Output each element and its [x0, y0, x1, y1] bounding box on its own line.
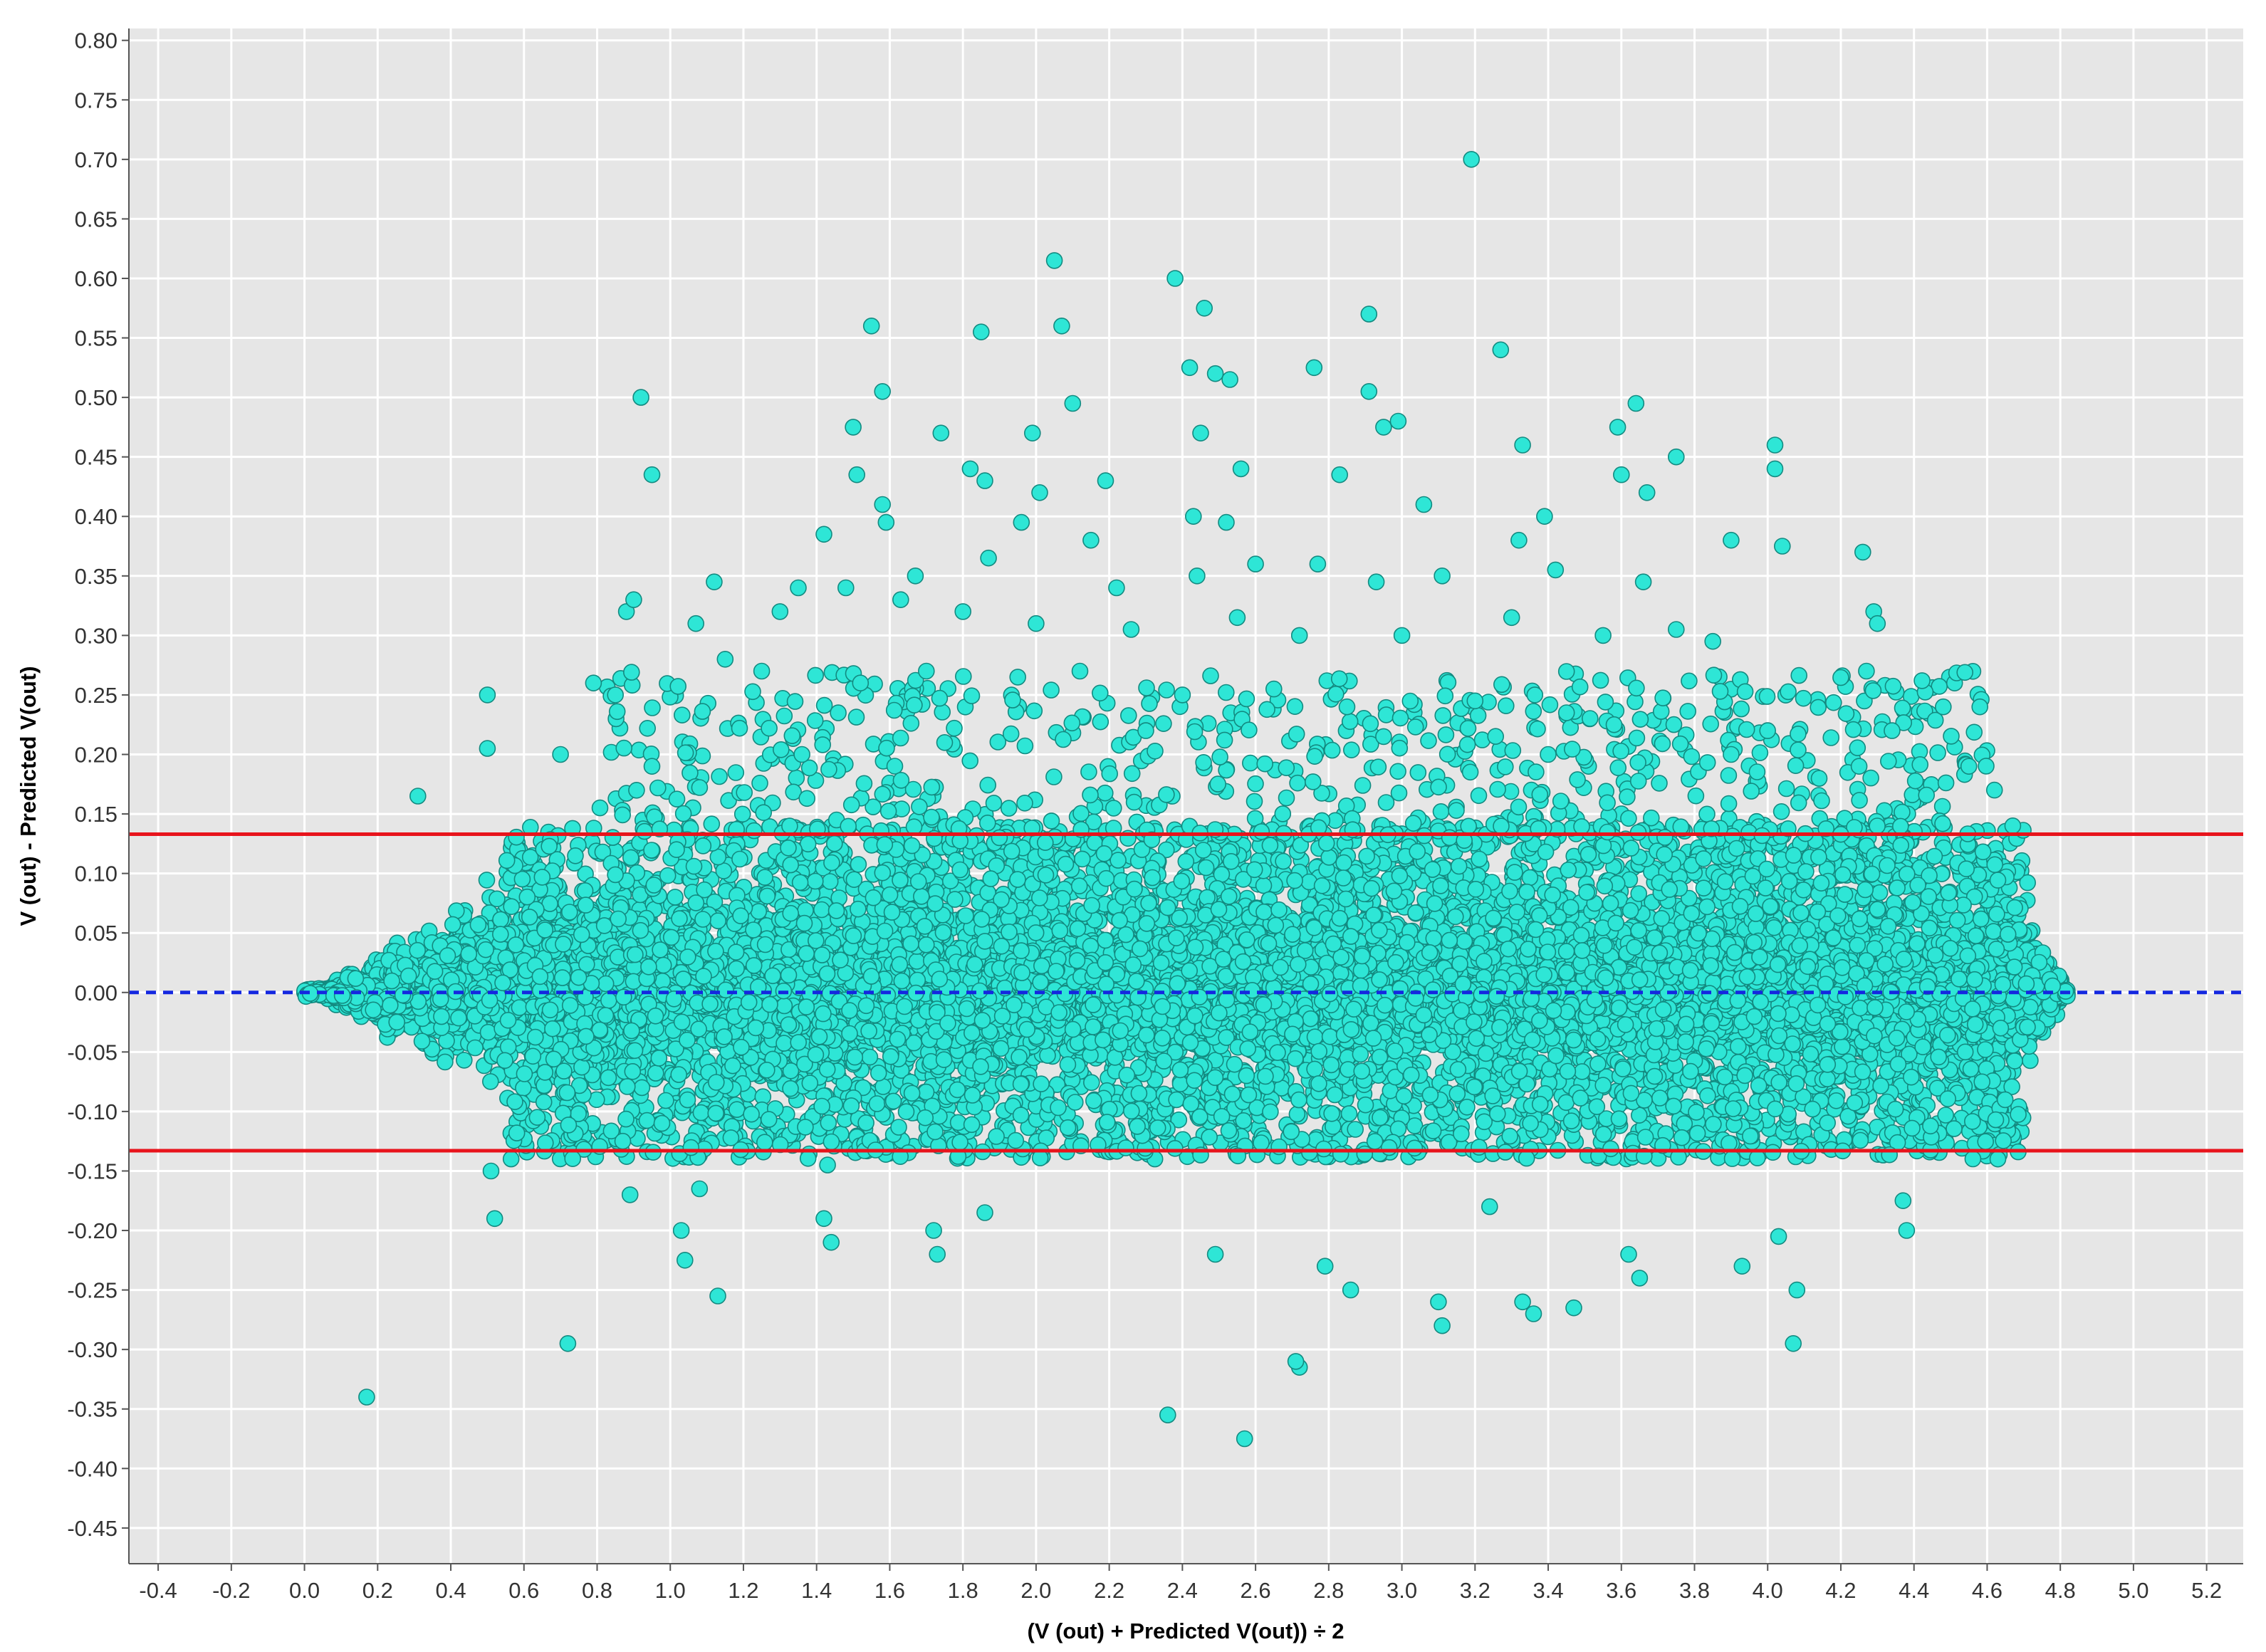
data-point: [1582, 710, 1599, 727]
data-point: [1092, 713, 1109, 731]
data-point: [1016, 795, 1033, 812]
grid: [129, 28, 2243, 1564]
data-point: [886, 758, 904, 775]
data-point: [1681, 672, 1698, 690]
data-point: [1242, 754, 1259, 772]
data-point: [1072, 805, 1090, 822]
data-point: [1045, 768, 1062, 785]
data-point: [1439, 674, 1457, 691]
scatter-points: [296, 151, 2076, 1448]
data-point: [788, 769, 805, 787]
data-point: [1432, 803, 1450, 820]
data-point: [1654, 735, 1671, 753]
data-point: [847, 709, 865, 726]
data-point: [1391, 739, 1409, 757]
data-point: [1541, 696, 1559, 713]
data-point: [1911, 756, 1928, 773]
data-point: [703, 815, 721, 832]
data-point: [1683, 748, 1701, 765]
data-point: [1437, 726, 1455, 743]
data-point: [1278, 759, 1295, 776]
data-point: [1158, 681, 1175, 699]
data-point: [1043, 681, 1060, 699]
data-point: [1125, 793, 1143, 811]
data-point: [989, 733, 1007, 751]
data-point: [1470, 787, 1488, 805]
data-point: [711, 768, 728, 785]
data-point: [1687, 787, 1705, 805]
plot-background: [129, 28, 2243, 1564]
data-point: [785, 783, 802, 801]
data-point: [1933, 798, 1951, 815]
data-point: [1195, 754, 1212, 771]
data-point: [1278, 789, 1295, 807]
data-point: [1772, 803, 1790, 820]
data-point: [455, 1052, 473, 1069]
data-point: [644, 699, 661, 716]
data-point: [1000, 800, 1018, 817]
data-point: [1702, 715, 1719, 733]
